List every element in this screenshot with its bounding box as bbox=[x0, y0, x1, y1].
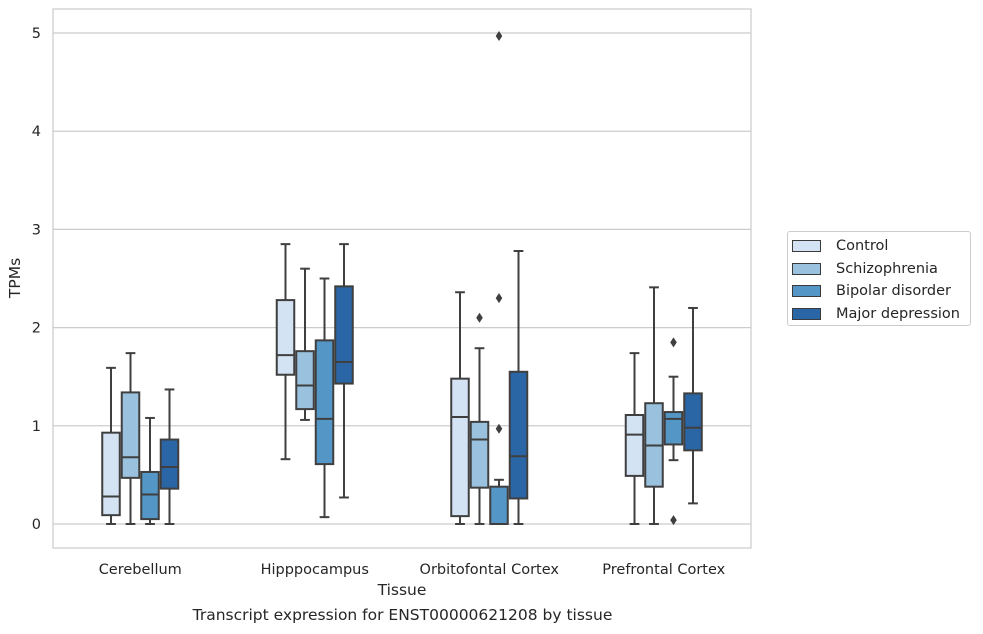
box bbox=[508, 370, 529, 500]
y-tick-label: 0 bbox=[32, 517, 41, 533]
legend-label: Control bbox=[836, 238, 889, 255]
box bbox=[624, 413, 645, 477]
y-axis-label: TPMs bbox=[6, 258, 24, 299]
legend-swatch bbox=[792, 262, 821, 275]
outlier-point bbox=[476, 312, 483, 323]
box-group bbox=[624, 352, 645, 525]
box bbox=[295, 350, 315, 411]
x-tick-labels: Cerebellum Hipppocampus Orbitofontal Corte… bbox=[99, 562, 726, 578]
box-group bbox=[663, 337, 684, 526]
box bbox=[663, 411, 684, 446]
box bbox=[489, 485, 509, 525]
outlier-point bbox=[495, 423, 503, 434]
legend-swatch bbox=[792, 307, 821, 320]
box-groups bbox=[101, 30, 703, 526]
chart-caption: Transcript expression for ENST0000062120… bbox=[192, 606, 613, 624]
box-group bbox=[450, 291, 470, 525]
legend-item: Major depression bbox=[792, 303, 970, 326]
y-tick-label: 2 bbox=[32, 321, 41, 337]
legend-label: Schizophrenia bbox=[836, 260, 938, 277]
legend-swatch bbox=[792, 285, 821, 298]
box-group bbox=[334, 243, 354, 499]
box bbox=[683, 392, 703, 452]
box-group bbox=[508, 250, 529, 525]
legend-swatch bbox=[792, 240, 821, 253]
legend-label: Bipolar disorder bbox=[836, 283, 951, 300]
box-group bbox=[101, 366, 121, 525]
box-group bbox=[159, 388, 180, 525]
box-group bbox=[314, 277, 335, 519]
x-axis-label: Tissue bbox=[377, 581, 427, 599]
y-tick-label: 1 bbox=[32, 419, 41, 435]
box bbox=[101, 431, 121, 517]
outlier-point bbox=[495, 293, 503, 304]
box bbox=[469, 420, 490, 489]
box-group bbox=[469, 312, 490, 525]
y-tick-labels: 0 1 2 3 4 5 bbox=[32, 26, 41, 533]
box-group bbox=[683, 306, 703, 505]
box-group bbox=[295, 267, 315, 421]
box bbox=[314, 339, 335, 466]
box bbox=[159, 438, 180, 490]
x-tick-label: Orbitofontal Cortex bbox=[420, 562, 560, 578]
legend: Control Schizophrenia Bipolar disorder Majo… bbox=[787, 231, 971, 326]
legend-item: Control bbox=[792, 235, 970, 258]
box-group bbox=[644, 286, 664, 525]
box-group bbox=[140, 416, 160, 525]
box-group bbox=[120, 352, 141, 525]
outlier-point bbox=[495, 30, 503, 41]
legend-item: Schizophrenia bbox=[792, 258, 970, 281]
box bbox=[334, 285, 354, 385]
x-tick-label: Cerebellum bbox=[99, 562, 182, 578]
legend-label: Major depression bbox=[836, 305, 960, 322]
outlier-point bbox=[670, 515, 677, 526]
box bbox=[120, 391, 141, 479]
legend-item: Bipolar disorder bbox=[792, 280, 970, 303]
y-tick-label: 4 bbox=[32, 124, 41, 140]
x-tick-label: Prefrontal Cortex bbox=[602, 562, 725, 578]
box bbox=[450, 377, 470, 518]
y-tick-label: 3 bbox=[32, 222, 41, 238]
box bbox=[275, 299, 296, 376]
x-tick-label: Hipppocampus bbox=[261, 562, 369, 578]
box-group bbox=[489, 30, 509, 525]
box-group bbox=[275, 243, 296, 461]
y-tick-label: 5 bbox=[32, 26, 41, 42]
plot-area-frame bbox=[52, 8, 752, 549]
outlier-point bbox=[670, 337, 677, 348]
